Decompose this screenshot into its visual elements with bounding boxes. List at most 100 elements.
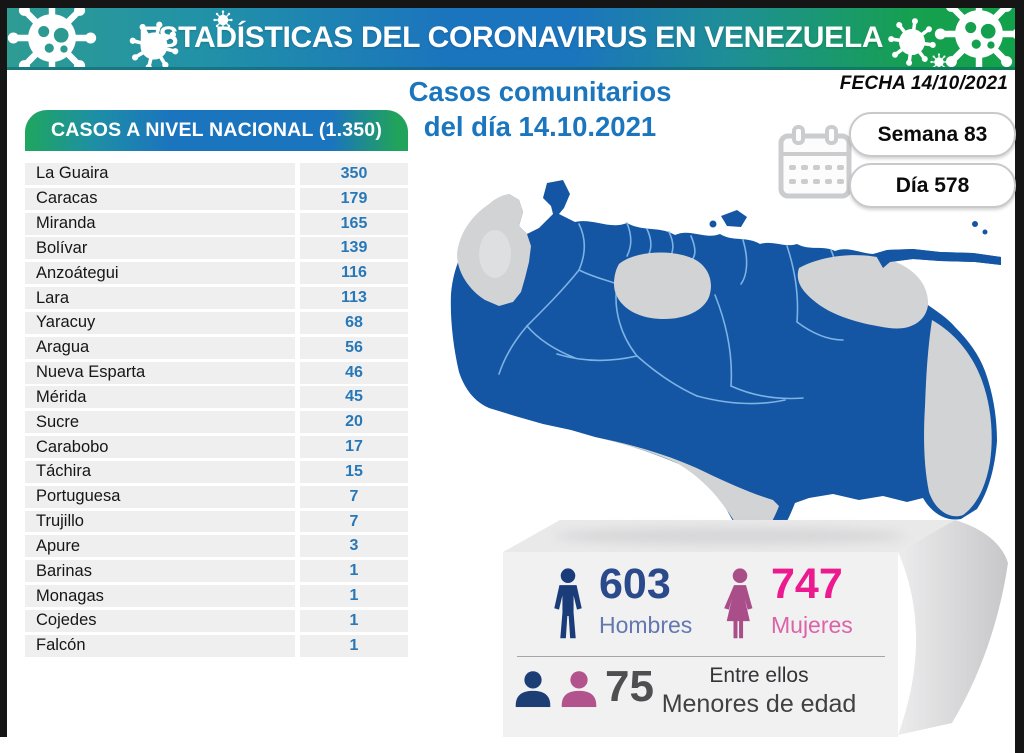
state-cases: 113 [300,287,408,310]
menores-labels: Entre ellos Menores de edad [653,664,865,719]
gender-stats-card: 603 Hombres 747 Mujeres 75 Entre ellos M… [503,552,898,737]
state-cases: 7 [300,485,408,508]
photo-frame-top [0,0,1024,8]
photo-frame-left [0,0,7,737]
table-row: Carabobo 17 [25,436,408,458]
table-row: Portuguesa 7 [25,485,408,508]
header-banner: ESTADÍSTICAS DEL CORONAVIRUS EN VENEZUEL… [7,8,1015,70]
table-row: Nueva Esparta 46 [25,361,408,384]
table-row: La Guaira 350 [25,163,408,185]
menores-count: 75 [605,662,654,711]
state-name: Lara [25,287,295,310]
state-name: Táchira [25,460,295,483]
map-region-inactive [457,194,992,544]
state-cases: 179 [300,187,408,210]
national-cases-table: CASOS A NIVEL NACIONAL (1.350) La Guaira… [25,110,408,660]
state-name: Carabobo [25,436,295,458]
table-rows: La Guaira 350 Caracas 179 Miranda 165 Bo… [25,163,408,657]
state-cases: 68 [300,311,408,334]
state-name: Falcón [25,634,295,657]
state-name: Yaracuy [25,311,295,334]
table-row: Barinas 1 [25,560,408,583]
map-region-guarico [614,252,711,320]
female-bust-icon [559,670,599,708]
state-name: Barinas [25,560,295,583]
state-cases: 350 [300,163,408,185]
map-island-margarita [721,210,747,227]
table-row: Yaracuy 68 [25,311,408,334]
map-region-amazonas [595,437,779,544]
pedestal-graphic [503,520,1008,735]
state-name: Bolívar [25,237,295,260]
state-cases: 15 [300,460,408,483]
photo-frame-right [1015,0,1024,753]
table-row: Falcón 1 [25,634,408,657]
virus-icon [122,14,186,67]
lake-maracaibo [479,230,511,278]
calendar-icon [778,125,852,199]
menores-line2: Menores de edad [661,690,857,718]
map-islands [709,210,1001,268]
page-title: ESTADÍSTICAS DEL CORONAVIRUS EN VENEZUEL… [138,20,884,54]
map-region-esequibo [924,320,992,517]
virus-icon [929,52,949,67]
mujeres-label: Mujeres [771,612,853,638]
state-cases: 139 [300,237,408,260]
state-cases: 7 [300,510,408,533]
state-name: Cojedes [25,609,295,632]
state-name: Sucre [25,411,295,434]
state-name: Portuguesa [25,485,295,508]
hombres-count: 603 [599,560,671,608]
table-row: Monagas 1 [25,585,408,607]
table-row: Trujillo 7 [25,510,408,533]
state-cases: 56 [300,336,408,359]
state-cases: 45 [300,386,408,409]
main-title-line1: Casos comunitarios [408,76,672,107]
state-cases: 46 [300,361,408,384]
female-icon [721,568,759,640]
table-row: Anzoátegui 116 [25,262,408,285]
card-divider [517,656,885,657]
table-row: Sucre 20 [25,411,408,434]
hombres-label: Hombres [599,612,693,638]
map-region-delta [797,255,929,329]
table-row: Aragua 56 [25,336,408,359]
state-cases: 1 [300,585,408,607]
table-row: Caracas 179 [25,187,408,210]
state-name: Anzoátegui [25,262,295,285]
table-row: Bolívar 139 [25,237,408,260]
state-name: Miranda [25,212,295,235]
state-name: Aragua [25,336,295,359]
state-name: Mérida [25,386,295,409]
table-row: Mérida 45 [25,386,408,409]
state-name: Apure [25,535,295,558]
venezuela-map [450,180,1001,546]
state-cases: 1 [300,609,408,632]
state-name: Nueva Esparta [25,361,295,384]
state-cases: 17 [300,436,408,458]
main-title: Casos comunitarios del día 14.10.2021 [385,74,695,144]
virus-icon [212,9,234,31]
date-label: FECHA 14/10/2021 [839,73,1008,94]
state-cases: 165 [300,212,408,235]
state-name: Monagas [25,585,295,607]
table-row: Cojedes 1 [25,609,408,632]
state-cases: 1 [300,560,408,583]
state-cases: 116 [300,262,408,285]
table-header: CASOS A NIVEL NACIONAL (1.350) [25,110,408,151]
semana-badge: Semana 83 [849,112,1016,157]
menores-line1: Entre ellos [709,664,809,687]
virus-decoration [7,8,1015,67]
main-title-line2: del día 14.10.2021 [423,111,657,142]
page-curl [898,520,1008,735]
table-row: Táchira 15 [25,460,408,483]
table-row: Apure 3 [25,535,408,558]
table-row: Miranda 165 [25,212,408,235]
state-cases: 1 [300,634,408,657]
male-bust-icon [513,670,553,708]
dia-badge: Día 578 [849,163,1016,208]
map-shadow [555,527,905,545]
state-cases: 3 [300,535,408,558]
male-icon [549,568,587,640]
